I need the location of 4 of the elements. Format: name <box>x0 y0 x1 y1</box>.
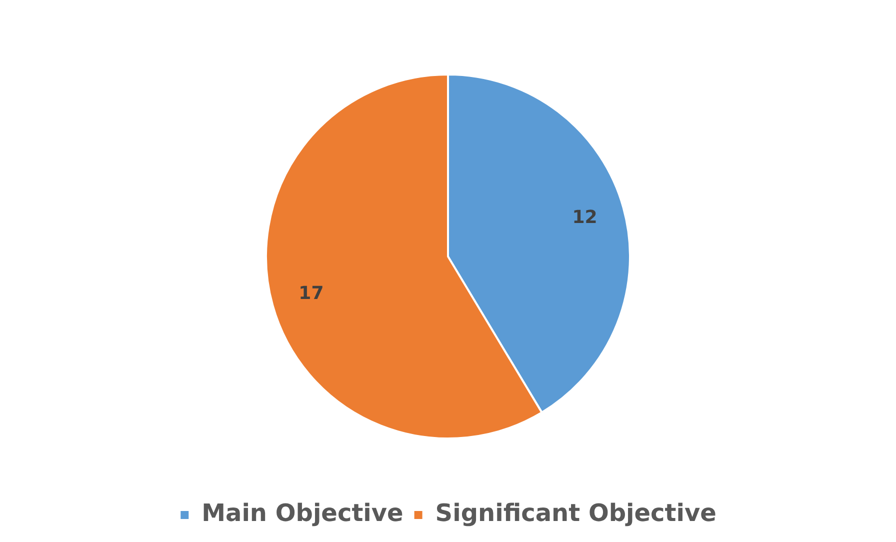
data-label: 17 <box>298 283 324 304</box>
legend-label: Significant Objective <box>435 499 716 528</box>
legend-label: Main Objective <box>202 499 404 528</box>
data-label: 12 <box>572 207 598 228</box>
